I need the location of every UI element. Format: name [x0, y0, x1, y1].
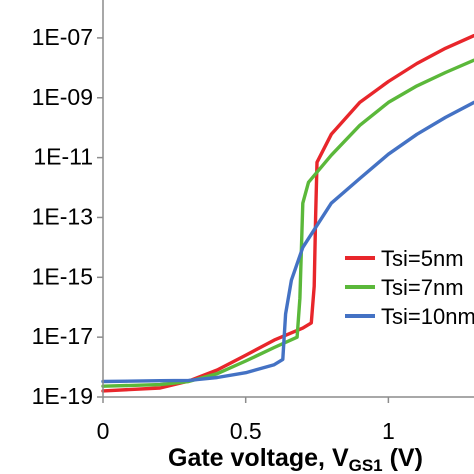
y-tick-label: 1E-07	[32, 24, 93, 50]
y-tick-label: 1E-19	[32, 383, 93, 409]
series-line	[101, 100, 474, 384]
series-lines	[101, 33, 474, 393]
x-axis-title-main: Gate voltage, V	[168, 444, 349, 472]
x-axis-title-subscript: GS1	[349, 456, 383, 474]
series-line	[101, 58, 474, 388]
x-axis-title-unit: (V)	[383, 444, 423, 472]
y-tick-label: 1E-11	[33, 144, 93, 170]
y-tick-label: 1E-17	[32, 323, 93, 349]
x-tick-labels: 0 0.5 1	[97, 418, 395, 444]
x-axis-title: Gate voltage, VGS1 (V)	[168, 444, 423, 474]
legend-label: Tsi=5nm	[381, 246, 464, 271]
y-tick-labels: 1E-07 1E-09 1E-11 1E-13 1E-15 1E-17 1E-1…	[32, 24, 93, 409]
series-line	[101, 33, 474, 393]
legend-label: Tsi=7nm	[381, 275, 464, 300]
x-tick-label: 0	[97, 418, 110, 444]
x-tick-label: 1	[382, 418, 395, 444]
legend-label: Tsi=10nm	[381, 304, 474, 329]
x-tick-label: 0.5	[230, 418, 262, 444]
y-tick-label: 1E-09	[32, 84, 93, 110]
y-tick-label: 1E-15	[32, 263, 93, 289]
axes	[97, 0, 474, 403]
y-tick-label: 1E-13	[32, 204, 93, 230]
legend: Tsi=5nm Tsi=7nm Tsi=10nm	[345, 246, 474, 329]
